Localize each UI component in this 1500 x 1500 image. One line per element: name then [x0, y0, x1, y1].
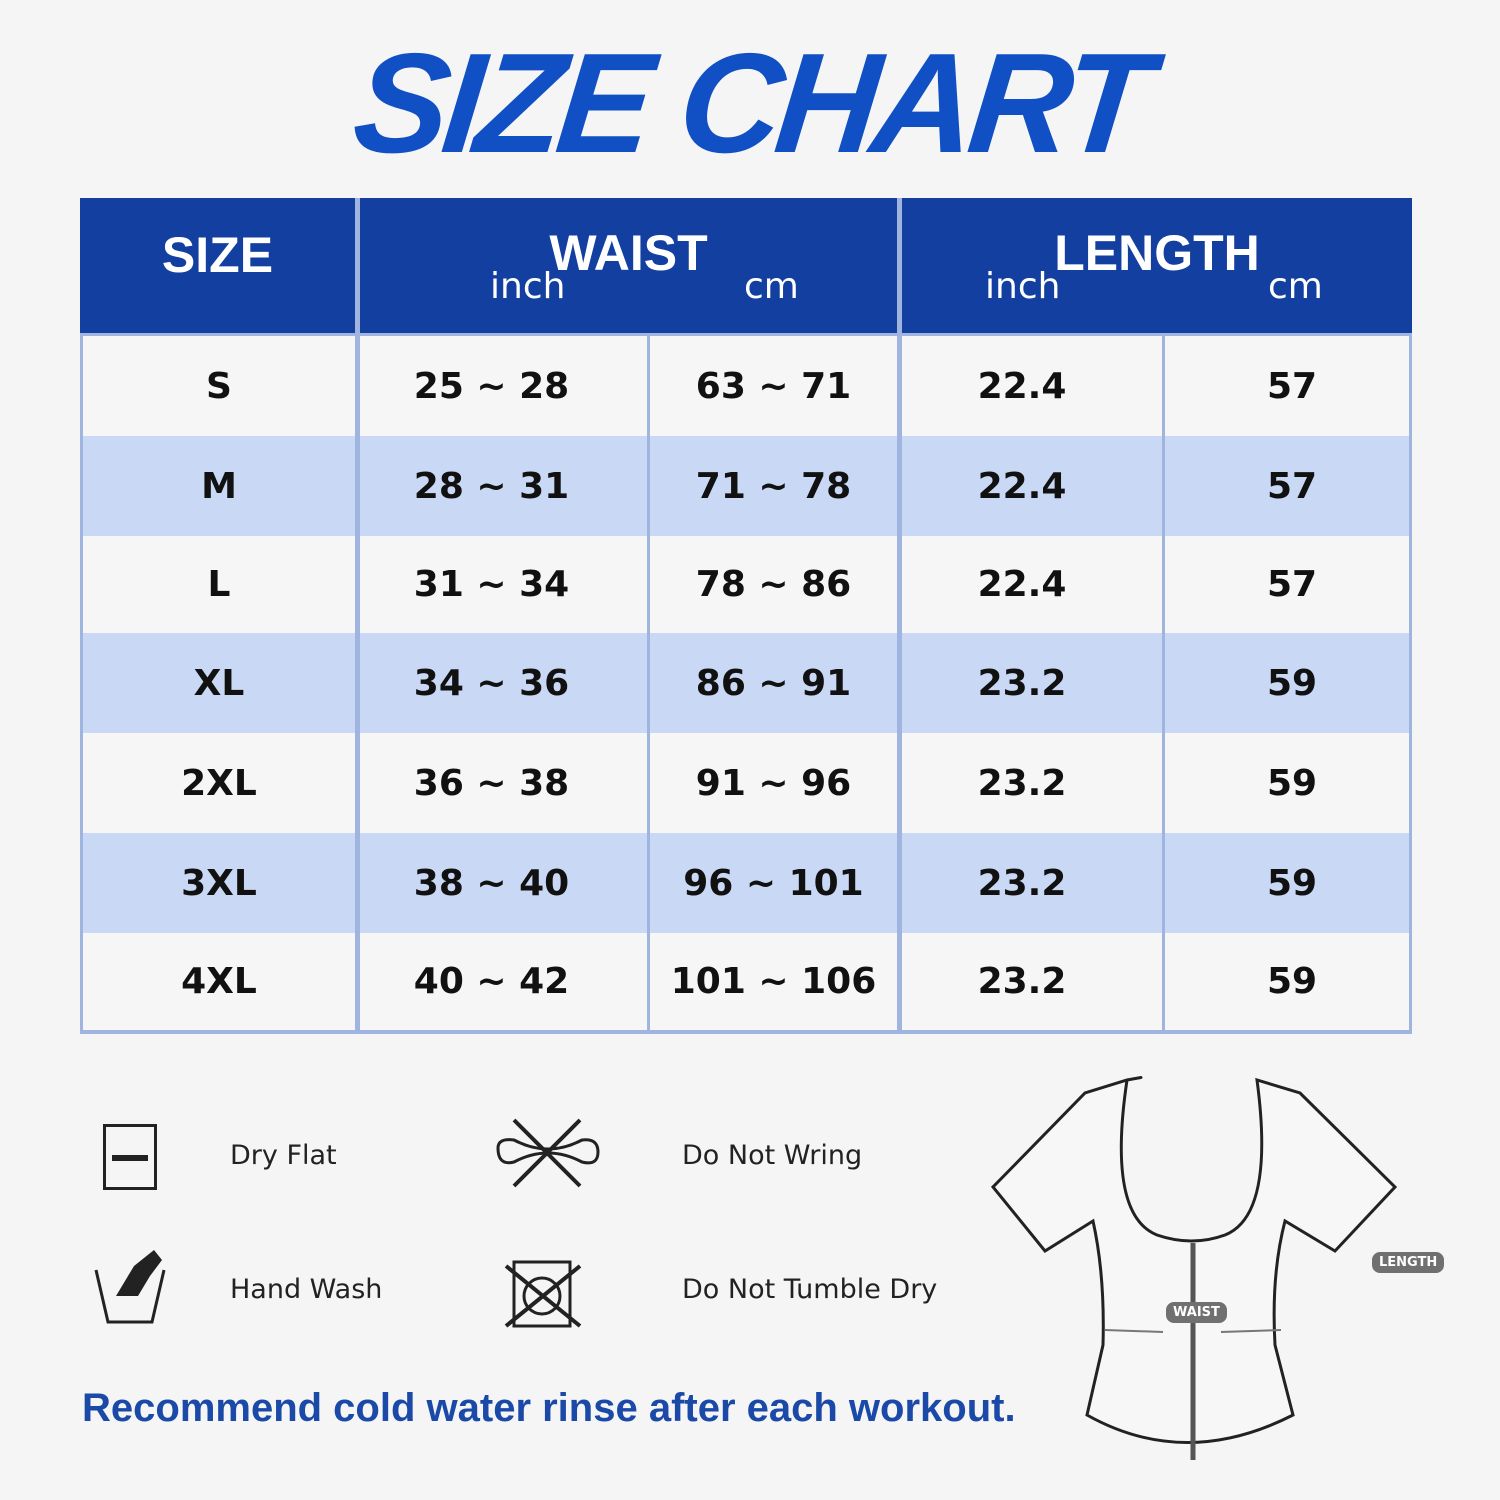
table-cell: 96 ~ 101	[650, 833, 897, 933]
header-length-inch: inch	[985, 266, 1061, 307]
table-cell: 22.4	[902, 436, 1162, 536]
header-waist-cm: cm	[744, 266, 799, 307]
table-cell: 59	[1165, 933, 1409, 1030]
size-cell: 4XL	[83, 933, 355, 1030]
table-cell: 101 ~ 106	[650, 933, 897, 1030]
table-cell: 34 ~ 36	[360, 633, 647, 733]
table-cell: 23.2	[902, 833, 1162, 933]
care-label: Hand Wash	[230, 1274, 383, 1305]
table-cell: 22.4	[902, 336, 1162, 436]
waist-label: WAIST	[1166, 1302, 1227, 1323]
hand-wash-icon	[94, 1250, 166, 1324]
table-cell: 78 ~ 86	[650, 536, 897, 633]
header-waist-inch: inch	[490, 266, 566, 307]
table-cell: 91 ~ 96	[650, 733, 897, 833]
header-size: SIZE	[80, 198, 355, 333]
do-not-wring-icon	[496, 1118, 600, 1188]
table-cell: 28 ~ 31	[360, 436, 647, 536]
length-label: LENGTH	[1372, 1252, 1445, 1273]
size-cell: 2XL	[83, 733, 355, 833]
table-cell: 59	[1165, 633, 1409, 733]
table-cell: 25 ~ 28	[360, 336, 647, 436]
table-cell: 59	[1165, 833, 1409, 933]
care-label: Do Not Wring	[682, 1140, 863, 1171]
table-cell: 63 ~ 71	[650, 336, 897, 436]
size-cell: S	[83, 336, 355, 436]
size-cell: 3XL	[83, 833, 355, 933]
table-cell: 31 ~ 34	[360, 536, 647, 633]
dry-flat-icon	[103, 1124, 157, 1190]
header-size-label: SIZE	[161, 227, 274, 283]
table-cell: 23.2	[902, 633, 1162, 733]
table-cell: 57	[1165, 436, 1409, 536]
table-cell: 57	[1165, 536, 1409, 633]
care-label: Dry Flat	[230, 1140, 337, 1171]
size-cell: L	[83, 536, 355, 633]
do-not-tumble-dry-icon	[504, 1260, 582, 1328]
header-length-cm: cm	[1268, 266, 1323, 307]
page-title: SIZE CHART	[346, 24, 1154, 183]
table-cell: 23.2	[902, 933, 1162, 1030]
table-cell: 23.2	[902, 733, 1162, 833]
header-waist: WAIST inch cm	[360, 198, 897, 333]
care-label: Do Not Tumble Dry	[682, 1274, 938, 1305]
header-length-label: LENGTH	[1054, 225, 1260, 281]
table-cell: 71 ~ 78	[650, 436, 897, 536]
size-cell: M	[83, 436, 355, 536]
header-waist-label: WAIST	[549, 225, 708, 281]
table-cell: 38 ~ 40	[360, 833, 647, 933]
table-cell: 36 ~ 38	[360, 733, 647, 833]
size-cell: XL	[83, 633, 355, 733]
table-cell: 40 ~ 42	[360, 933, 647, 1030]
size-table: SIZE WAIST inch cm LENGTH inch cm S 25 ~ …	[80, 198, 1412, 1034]
table-cell: 22.4	[902, 536, 1162, 633]
table-cell: 59	[1165, 733, 1409, 833]
table-cell: 57	[1165, 336, 1409, 436]
header-length: LENGTH inch cm	[902, 198, 1412, 333]
table-cell: 86 ~ 91	[650, 633, 897, 733]
garment-diagram	[990, 1076, 1398, 1460]
care-note: Recommend cold water rinse after each wo…	[82, 1386, 1016, 1430]
